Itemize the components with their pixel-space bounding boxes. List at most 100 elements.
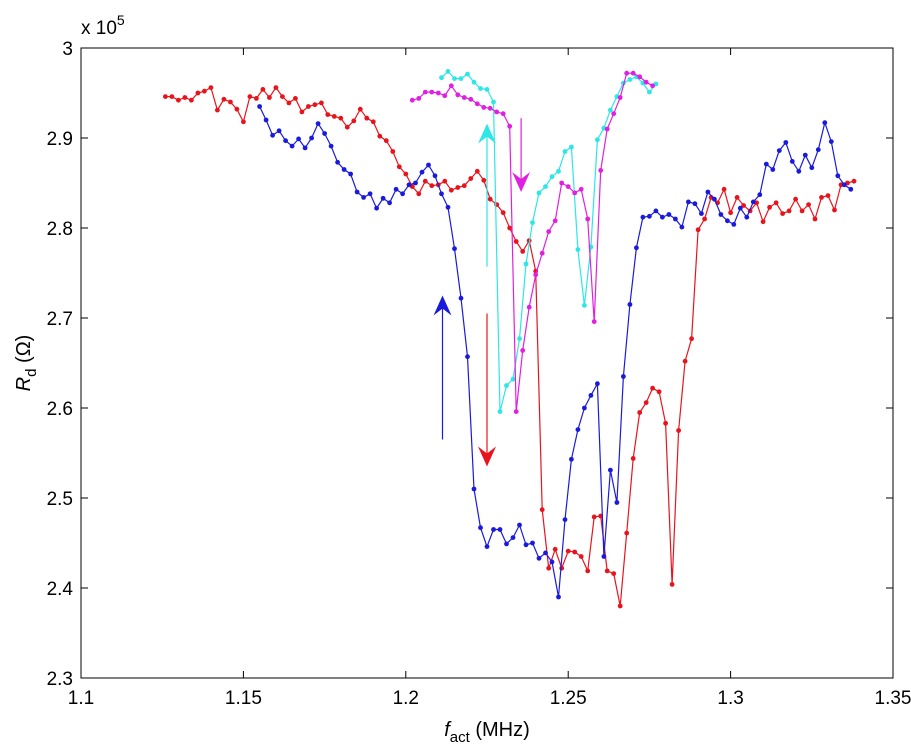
data-point — [793, 196, 798, 202]
data-point — [468, 176, 474, 181]
data-point — [806, 202, 811, 208]
data-point — [627, 77, 633, 82]
data-point — [828, 139, 834, 145]
data-point — [380, 195, 386, 201]
data-point — [556, 168, 561, 174]
data-point — [699, 211, 704, 217]
data-point — [432, 173, 438, 179]
data-point — [416, 96, 422, 101]
data-point — [182, 95, 188, 100]
data-point — [478, 525, 483, 531]
data-point — [718, 212, 724, 217]
x-tick-label: 1.35 — [875, 688, 911, 709]
data-point — [500, 210, 506, 216]
data-point — [513, 409, 519, 414]
data-point — [202, 88, 207, 94]
data-point — [208, 85, 214, 90]
y-tick-label: 2.9 — [47, 129, 73, 150]
data-point — [455, 92, 461, 98]
data-point — [565, 548, 571, 554]
data-point — [617, 603, 623, 609]
data-point — [471, 79, 477, 85]
cyan-up-arrow — [478, 123, 496, 267]
x-tick-label: 1.2 — [393, 688, 419, 709]
data-point — [481, 177, 487, 183]
data-point — [796, 168, 802, 174]
data-point — [357, 106, 363, 112]
data-point — [539, 507, 545, 513]
data-point — [543, 184, 548, 190]
data-point — [406, 182, 412, 188]
data-point — [653, 208, 659, 214]
data-point — [419, 169, 425, 175]
y-tick-label: 2.5 — [47, 489, 73, 510]
data-point — [319, 100, 324, 106]
data-point — [572, 190, 578, 196]
data-point — [562, 149, 568, 154]
data-point — [643, 79, 649, 85]
data-point — [588, 393, 594, 398]
series-magenta — [409, 70, 655, 414]
data-point — [750, 199, 756, 205]
data-point — [286, 100, 292, 106]
data-point — [598, 168, 604, 173]
data-point — [374, 205, 379, 211]
data-point — [767, 204, 772, 210]
data-point — [669, 582, 675, 587]
data-point — [331, 114, 337, 119]
data-point — [377, 133, 383, 139]
data-point — [474, 168, 480, 174]
data-point — [569, 144, 574, 150]
data-point — [536, 190, 542, 196]
data-point — [591, 319, 597, 324]
data-point — [348, 171, 353, 177]
data-point — [702, 216, 707, 222]
data-point — [513, 239, 519, 244]
series-blue — [257, 104, 854, 600]
data-point — [546, 565, 552, 571]
data-point — [621, 374, 626, 379]
data-point — [786, 208, 792, 214]
data-point — [435, 90, 441, 96]
data-point — [549, 559, 555, 565]
magenta-down-arrow — [512, 118, 531, 192]
data-point — [390, 149, 396, 154]
data-point — [776, 148, 782, 154]
data-point — [582, 405, 587, 411]
y-tick-label: 2.3 — [47, 669, 73, 690]
data-point — [422, 89, 428, 95]
data-point — [309, 135, 314, 141]
data-point — [682, 358, 688, 364]
data-point — [520, 249, 526, 254]
data-point — [491, 99, 496, 105]
data-point — [725, 218, 730, 224]
y-tick-label: 2.8 — [47, 219, 73, 240]
y-multiplier-exp: 5 — [117, 12, 125, 28]
data-point — [650, 385, 655, 391]
data-point — [234, 106, 240, 112]
data-point — [604, 126, 610, 132]
data-point — [676, 428, 681, 433]
data-point — [351, 118, 357, 124]
data-point — [500, 111, 506, 117]
y-tick-label: 2.6 — [47, 399, 73, 420]
data-point — [556, 594, 561, 600]
data-point — [604, 568, 610, 574]
data-point — [666, 212, 672, 217]
data-point — [461, 183, 467, 189]
data-point — [328, 143, 334, 149]
data-point — [413, 180, 418, 186]
data-point — [530, 540, 535, 546]
data-point — [504, 383, 509, 388]
data-point — [289, 143, 295, 149]
data-point — [546, 229, 552, 235]
data-point — [507, 123, 513, 129]
data-point — [562, 517, 568, 522]
data-point — [267, 95, 272, 100]
data-point — [799, 208, 805, 214]
data-point — [569, 456, 574, 462]
data-point — [832, 207, 837, 213]
data-point — [848, 186, 854, 192]
data-point — [608, 467, 613, 473]
